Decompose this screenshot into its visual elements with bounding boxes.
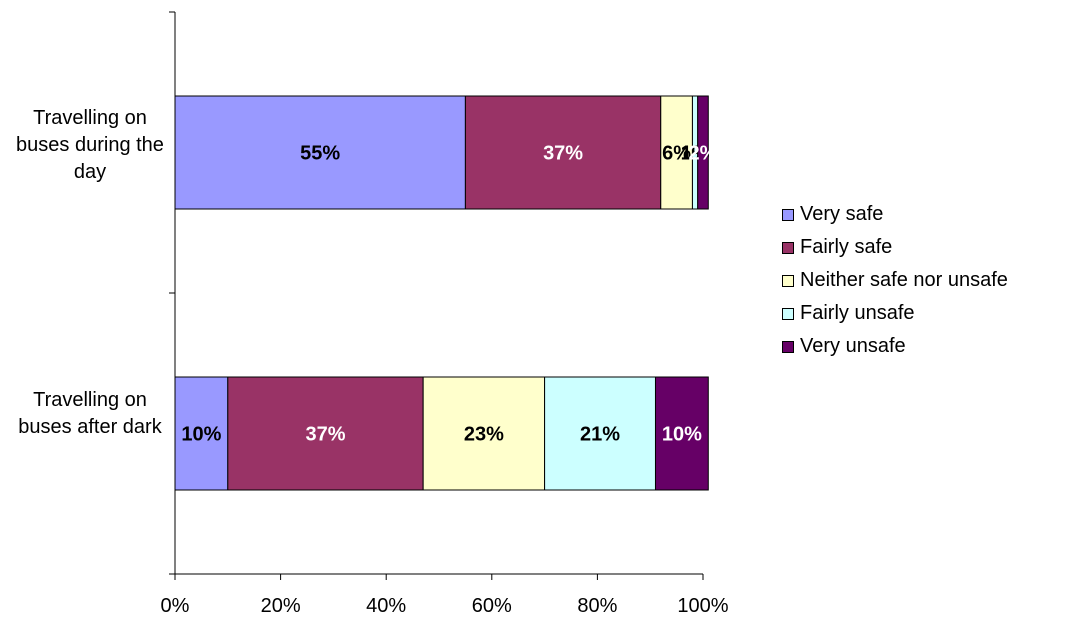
bar-data-label: 55% [300,143,340,165]
legend-swatch [782,274,794,287]
legend-item: Fairly unsafe [782,297,1008,330]
bar-segment [654,376,709,491]
bar-data-label: 23% [464,424,504,446]
bar-segment [422,376,546,491]
x-tick-label: 60% [472,595,512,617]
bar-segment [697,95,709,210]
legend-swatch [782,241,794,254]
bar-data-label: 10% [662,424,702,446]
legend-swatch [782,307,794,320]
legend-swatch [782,208,794,221]
bar-data-label: 21% [580,424,620,446]
bar-segment [544,376,656,491]
x-tick-label: 20% [261,595,301,617]
legend-label: Very unsafe [800,335,906,357]
category-label-dark: Travelling on buses after dark [18,389,162,438]
x-tick-label: 80% [577,595,617,617]
legend-item: Fairly safe [782,231,1008,264]
bar-segment [174,376,229,491]
bar-segment [174,95,466,210]
bar-segment [227,376,424,491]
x-tick-label: 100% [677,595,728,617]
bar-data-label: 10% [181,424,221,446]
bar-data-label: 37% [543,143,583,165]
x-tick-label: 0% [161,595,190,617]
legend-swatch [782,340,794,353]
x-tick-label: 40% [366,595,406,617]
legend: Very safe Fairly safe Neither safe nor uns… [782,198,1008,363]
legend-label: Neither safe nor unsafe [800,269,1008,291]
legend-item: Neither safe nor unsafe [782,264,1008,297]
bar-segment [464,95,662,210]
bar-data-label: 2% [689,143,718,165]
legend-item: Very unsafe [782,330,1008,363]
category-label-day: Travelling on buses during the day [16,107,164,183]
legend-label: Fairly safe [800,236,893,258]
bar-data-label: 37% [305,424,345,446]
legend-label: Very safe [800,203,884,225]
legend-label: Fairly unsafe [800,302,915,324]
legend-item: Very safe [782,198,1008,231]
bar-segment [660,95,693,210]
bar-data-label: 6% [662,143,691,165]
